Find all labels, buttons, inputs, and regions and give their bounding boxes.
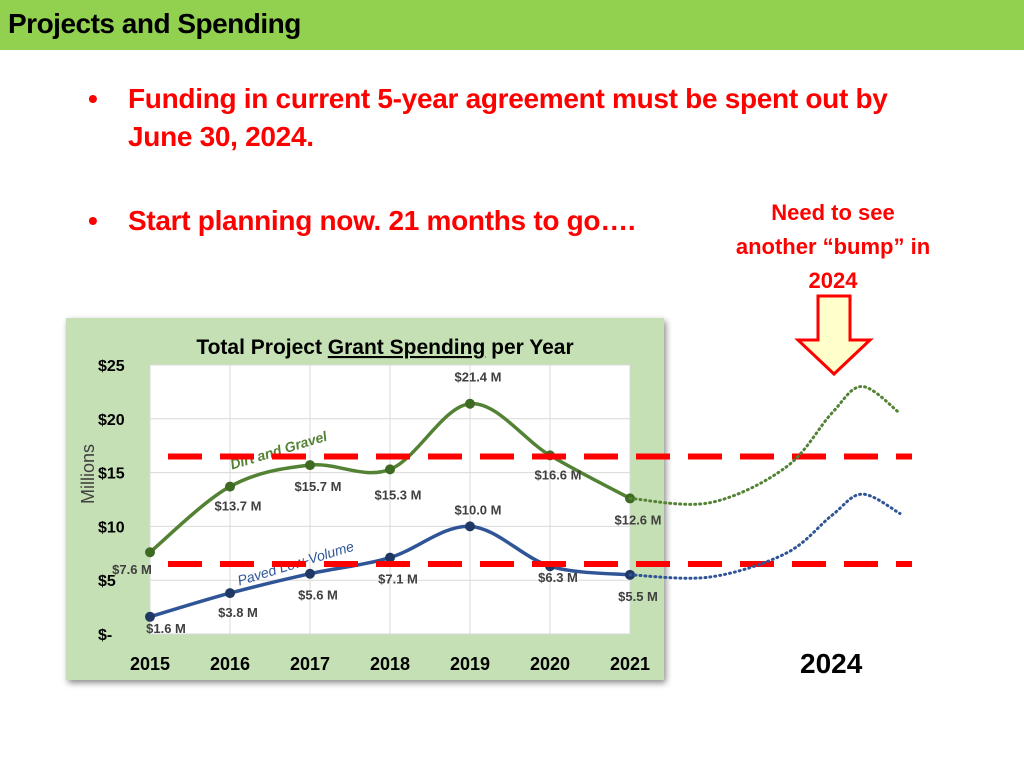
x-tick-label: 2020 — [530, 654, 570, 674]
bullet-text-funding: Funding in current 5-year agreement must… — [128, 83, 888, 152]
data-label: $15.3 M — [375, 487, 422, 502]
data-label: $7.1 M — [378, 572, 418, 587]
x-tick-label: 2019 — [450, 654, 490, 674]
data-point — [465, 521, 475, 532]
data-point — [145, 611, 155, 622]
data-point — [305, 568, 315, 579]
chart-title-part: Total Project — [196, 336, 327, 359]
data-point — [385, 464, 395, 475]
chart-title: Total Project Grant Spending per Year — [196, 336, 573, 359]
y-tick-label: $5 — [98, 573, 116, 590]
bump-callout: Need to see another “bump” in 2024 — [735, 200, 931, 293]
y-tick-label: $20 — [98, 412, 125, 429]
x-tick-label: 2015 — [130, 654, 170, 674]
data-label: $12.6 M — [615, 512, 662, 527]
data-label: $21.4 M — [455, 370, 502, 385]
bullet-dot-icon: • — [88, 83, 98, 114]
chart-title-part: per Year — [485, 336, 573, 359]
chart-title-part: Grant Spending — [328, 336, 486, 359]
bullet-planning: • Start planning now. 21 months to go…. — [88, 202, 728, 240]
data-label: $10.0 M — [455, 502, 502, 517]
x-tick-label: 2017 — [290, 654, 330, 674]
projection-year-label: 2024 — [800, 648, 863, 679]
y-tick-label: $25 — [98, 358, 125, 375]
data-label: $7.6 M — [112, 562, 152, 577]
data-label: $16.6 M — [535, 467, 582, 482]
data-point — [305, 460, 315, 471]
x-tick-label: 2021 — [610, 654, 650, 674]
data-label: $1.6 M — [146, 621, 186, 636]
data-point — [385, 552, 395, 563]
data-label: $6.3 M — [538, 570, 578, 585]
data-label: $5.5 M — [618, 589, 658, 604]
projection-line-paved — [628, 492, 902, 580]
data-label: $3.8 M — [218, 605, 258, 620]
y-tick-label: $- — [98, 627, 112, 644]
projection-line-dirt-gravel — [628, 384, 902, 506]
bullet-text-planning: Start planning now. 21 months to go…. — [128, 205, 636, 236]
x-tick-label: 2018 — [370, 654, 410, 674]
bullet-dot-icon: • — [88, 205, 98, 236]
data-point — [225, 481, 235, 492]
data-label: $15.7 M — [295, 479, 342, 494]
y-axis-label: Millions — [78, 444, 98, 504]
data-point — [145, 547, 155, 558]
data-point — [225, 588, 235, 599]
y-tick-label: $15 — [98, 466, 125, 483]
y-tick-label: $10 — [98, 519, 125, 536]
bullet-funding: • Funding in current 5-year agreement mu… — [88, 80, 928, 156]
slide-title: Projects and Spending — [8, 8, 301, 39]
data-label: $13.7 M — [215, 499, 262, 514]
x-tick-label: 2016 — [210, 654, 250, 674]
data-label: $5.6 M — [298, 588, 338, 603]
down-arrow-icon — [794, 294, 874, 377]
title-bar: Projects and Spending — [0, 0, 1024, 50]
data-point — [465, 398, 475, 409]
